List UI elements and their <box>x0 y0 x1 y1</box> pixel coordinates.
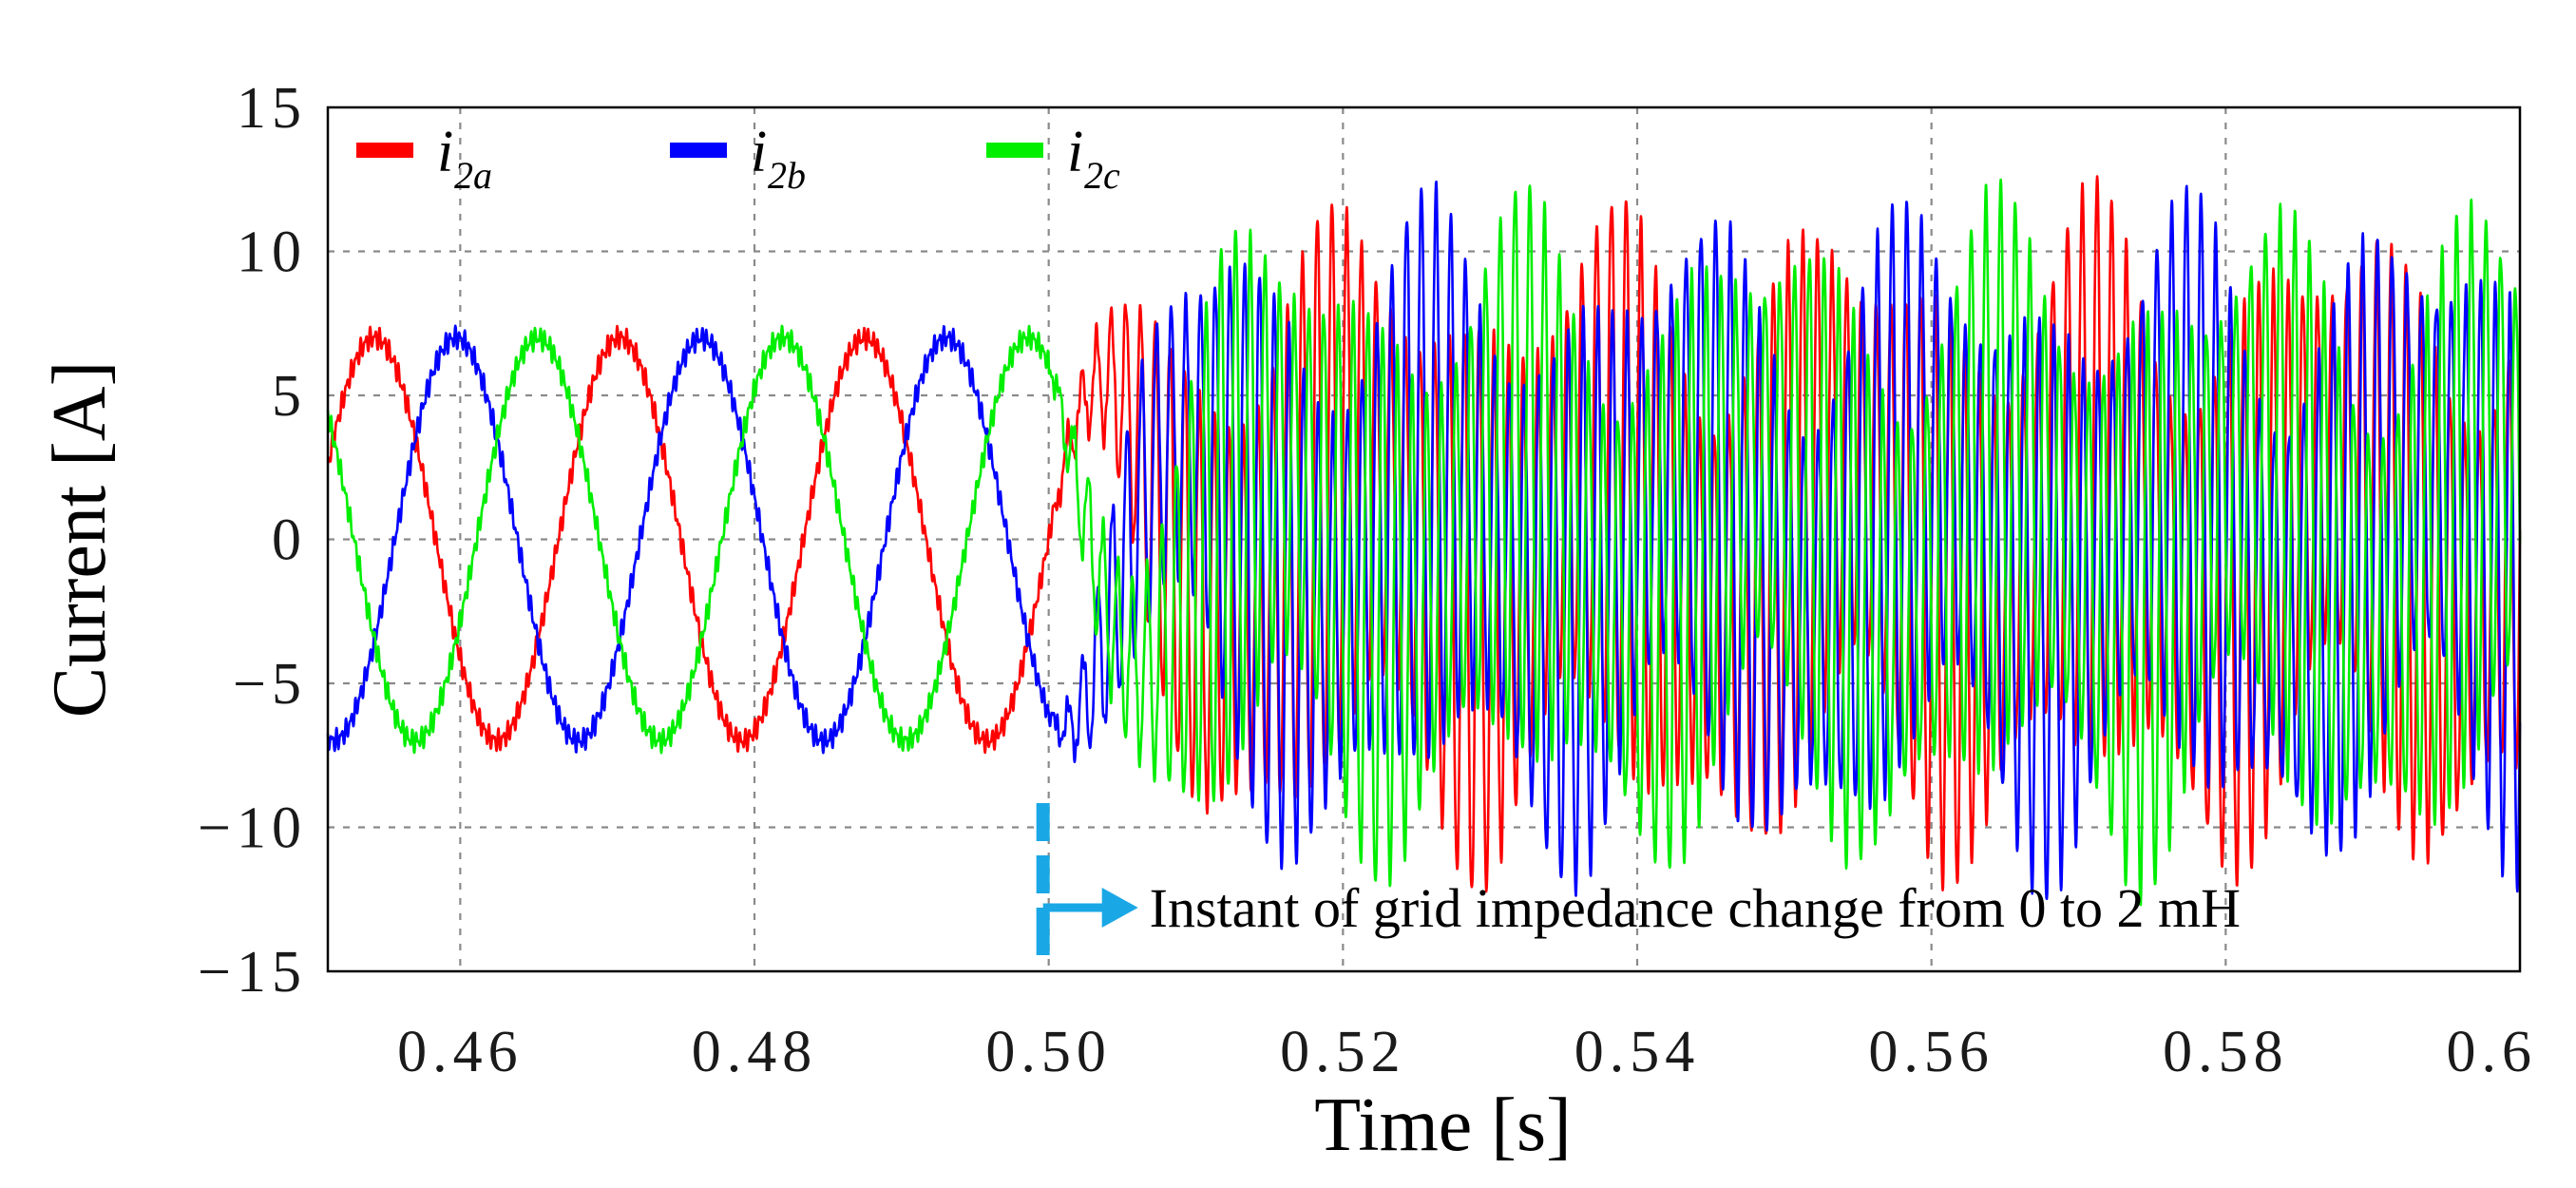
annotation-group: Instant of grid impedance change from 0 … <box>1036 803 2241 955</box>
y-tick-label: −15 <box>198 940 307 1005</box>
x-tick-label: 0.46 <box>397 1020 524 1084</box>
series-line-i2c <box>326 178 2522 907</box>
legend: i 2a i 2b i 2c <box>356 120 1120 197</box>
x-tick-label: 0.50 <box>985 1020 1112 1084</box>
legend-label-i2c: i <box>1067 120 1083 184</box>
legend-label-i2a: i <box>437 120 453 184</box>
y-axis-title: Current [A] <box>38 361 122 718</box>
x-tick-label: 0.56 <box>1868 1020 1994 1084</box>
y-tick-label: 5 <box>272 364 307 429</box>
y-tick-label: 10 <box>237 220 307 285</box>
y-tick-label: −5 <box>233 652 307 717</box>
legend-subscript-i2a: 2a <box>454 154 492 197</box>
y-tick-label: 15 <box>237 76 307 141</box>
legend-subscript-i2b: 2b <box>768 154 806 197</box>
x-axis-title: Time [s] <box>1314 1083 1571 1167</box>
legend-swatch-i2c <box>986 143 1043 158</box>
legend-subscript-i2c: 2c <box>1084 154 1120 197</box>
y-tick-label: 0 <box>272 508 307 573</box>
legend-swatch-i2a <box>356 143 413 158</box>
series-line-i2b <box>326 180 2522 900</box>
x-tick-label: 0.48 <box>692 1020 818 1084</box>
x-tick-label: 0.58 <box>2163 1020 2289 1084</box>
series-lines <box>326 175 2522 907</box>
y-tick-label: −10 <box>198 796 307 861</box>
x-tick-labels: 0.46 0.48 0.50 0.52 0.54 0.56 0.58 0.6 <box>397 1020 2538 1084</box>
plot-frame <box>326 105 2522 973</box>
annotation-text: Instant of grid impedance change from 0 … <box>1150 877 2241 939</box>
annotation-arrow-head <box>1101 888 1138 928</box>
legend-swatch-i2b <box>670 143 727 158</box>
legend-label-i2b: i <box>751 120 767 184</box>
x-tick-label: 0.52 <box>1280 1020 1406 1084</box>
x-tick-label: 0.54 <box>1574 1020 1701 1084</box>
y-tick-labels: 15 10 5 0 −5 −10 −15 <box>198 76 307 1005</box>
x-tick-label: 0.6 <box>2447 1020 2538 1084</box>
